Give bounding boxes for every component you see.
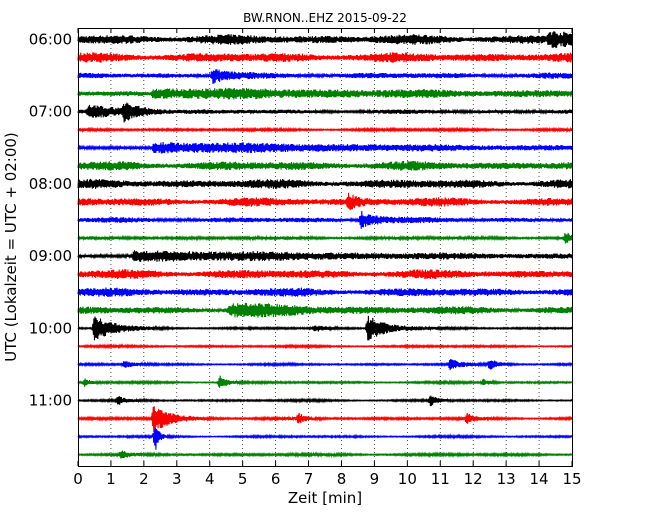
y-tick-label: 09:00 bbox=[29, 247, 72, 265]
trace-0700 bbox=[77, 102, 573, 123]
x-tick-label: 2 bbox=[139, 470, 149, 488]
trace-0630 bbox=[77, 69, 573, 84]
trace-0715 bbox=[77, 126, 573, 134]
x-tick-label: 7 bbox=[304, 470, 314, 488]
trace-0600 bbox=[77, 31, 573, 48]
x-tick-label: 10 bbox=[398, 470, 417, 488]
x-tick-label: 9 bbox=[370, 470, 380, 488]
trace-0930 bbox=[77, 287, 573, 297]
trace-0615 bbox=[77, 52, 573, 63]
y-axis-ticks: 06:00 07:00 08:00 09:00 10:00 11:00 bbox=[29, 31, 572, 410]
trace-1015 bbox=[77, 343, 573, 350]
plot-frame bbox=[78, 28, 573, 467]
x-tick-label: 14 bbox=[530, 470, 549, 488]
trace-1100 bbox=[77, 395, 573, 407]
trace-0900 bbox=[77, 250, 573, 262]
seismogram-traces bbox=[77, 31, 573, 459]
x-tick-label: 12 bbox=[464, 470, 483, 488]
y-tick-label: 11:00 bbox=[29, 392, 72, 410]
y-tick-label: 08:00 bbox=[29, 175, 72, 193]
trace-0745 bbox=[77, 160, 573, 171]
trace-1130 bbox=[77, 427, 573, 450]
x-tick-label: 3 bbox=[172, 470, 182, 488]
x-tick-label: 4 bbox=[205, 470, 215, 488]
trace-1145 bbox=[77, 450, 573, 459]
trace-0645 bbox=[77, 87, 573, 100]
y-axis-label: UTC (Lokalzeit = UTC + 02:00) bbox=[2, 132, 20, 362]
trace-0830 bbox=[77, 210, 573, 229]
x-axis-ticks: 0 1 2 3 4 5 6 7 8 9 10 11 12 13 14 15 bbox=[73, 28, 582, 488]
trace-1045 bbox=[77, 375, 573, 388]
x-tick-label: 11 bbox=[431, 470, 450, 488]
x-tick-label: 8 bbox=[337, 470, 347, 488]
x-tick-label: 5 bbox=[238, 470, 248, 488]
x-tick-label: 15 bbox=[562, 470, 581, 488]
trace-1030 bbox=[77, 358, 573, 371]
x-tick-label: 0 bbox=[73, 470, 83, 488]
trace-1000 bbox=[77, 315, 573, 341]
y-tick-label: 07:00 bbox=[29, 103, 72, 121]
trace-1115 bbox=[77, 406, 573, 432]
x-tick-label: 6 bbox=[271, 470, 281, 488]
trace-0945 bbox=[77, 302, 573, 318]
trace-0815 bbox=[77, 192, 573, 211]
x-tick-label: 1 bbox=[106, 470, 116, 488]
y-tick-label: 10:00 bbox=[29, 319, 72, 337]
x-tick-label: 13 bbox=[497, 470, 516, 488]
trace-0915 bbox=[77, 269, 573, 280]
trace-0800 bbox=[77, 178, 573, 189]
y-tick-label: 06:00 bbox=[29, 31, 72, 49]
trace-0730 bbox=[77, 141, 573, 154]
x-axis-label: Zeit [min] bbox=[288, 489, 362, 507]
trace-0845 bbox=[77, 232, 573, 244]
chart-title: BW.RNON..EHZ 2015-09-22 bbox=[243, 11, 407, 25]
